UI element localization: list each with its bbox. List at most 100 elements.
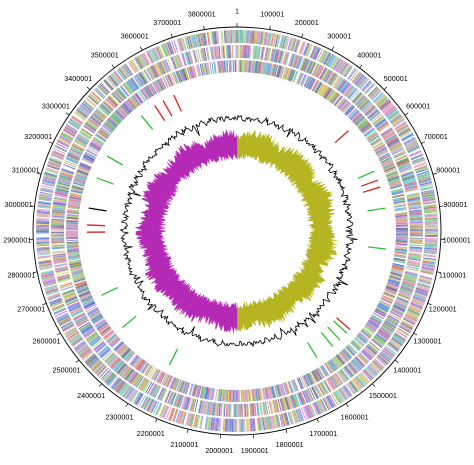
label-1600001: 1600001 <box>341 412 369 421</box>
position-ticks <box>29 23 445 439</box>
cog-strip-set-2-10 <box>65 60 408 402</box>
rna-feature-14 <box>307 342 318 359</box>
cog-strip-set-1-9 <box>51 45 423 416</box>
cog-strip-set-0-7 <box>36 30 438 433</box>
label-3800001: 3800001 <box>188 9 216 18</box>
tick-3200001 <box>48 141 53 144</box>
tick-1500001 <box>372 383 376 387</box>
tick-2800001 <box>33 271 38 273</box>
cog-strip-set-2-13 <box>66 59 407 402</box>
cog-strip-set-2-4 <box>65 59 409 402</box>
cog-strip-set-1-14 <box>50 45 423 416</box>
cog-strip-set-0-10 <box>36 30 438 432</box>
cog-strip-set-0-14 <box>37 30 437 432</box>
rna-feature-13 <box>320 332 334 347</box>
cog-strip-set-2-12 <box>67 60 407 402</box>
label-3300001: 3300001 <box>42 102 70 111</box>
label-1000001: 1000001 <box>443 235 471 244</box>
cog-strip-set-2-2 <box>65 60 409 403</box>
label-2700001: 2700001 <box>17 305 45 314</box>
cog-strip-set-0-3 <box>36 30 439 432</box>
gc-content-plot <box>119 114 358 347</box>
tick-3600001 <box>140 46 143 51</box>
rna-feature-19 <box>87 224 106 227</box>
label-3600001: 3600001 <box>121 32 149 41</box>
cog-strip-set-1-10 <box>52 45 424 418</box>
label-2100001: 2100001 <box>170 440 198 449</box>
label-600001: 600001 <box>406 102 430 111</box>
cog-strip-set-2-5 <box>65 59 408 402</box>
label-800001: 800001 <box>436 165 460 174</box>
cog-strip-set-2-0 <box>66 60 408 402</box>
label-1800001: 1800001 <box>276 440 304 449</box>
label-2400001: 2400001 <box>77 391 105 400</box>
rna-feature-1 <box>162 100 173 117</box>
tick-600001 <box>404 112 409 116</box>
tick-200001 <box>301 33 304 38</box>
cog-strip-set-2-14 <box>66 61 407 403</box>
cog-strip-set-1-3 <box>51 46 424 418</box>
rna-feature-3 <box>140 115 154 130</box>
tick-100001 <box>269 25 271 30</box>
cog-strip-set-1-1 <box>50 45 424 417</box>
backbone-circle <box>32 26 442 436</box>
label-500001: 500001 <box>384 74 408 83</box>
label-1300001: 1300001 <box>414 337 442 346</box>
cog-strip-set-2-3 <box>65 60 409 402</box>
label-2800001: 2800001 <box>7 271 35 280</box>
tick-3400001 <box>86 86 91 90</box>
tick-1800001 <box>285 428 288 434</box>
label-400001: 400001 <box>357 51 381 60</box>
rna-feature-11 <box>333 320 348 334</box>
cog-strip-set-0-5 <box>36 30 438 432</box>
label-1200001: 1200001 <box>429 305 457 314</box>
rna-feature-16 <box>121 315 137 329</box>
tick-3300001 <box>65 112 70 116</box>
rna-feature-track <box>86 94 386 366</box>
tick-2700001 <box>42 303 47 306</box>
label-3700001: 3700001 <box>153 18 181 27</box>
cog-strip-set-1-4 <box>50 45 424 417</box>
rna-feature-21 <box>96 177 114 185</box>
tick-3100001 <box>37 172 42 175</box>
rna-feature-12 <box>327 326 341 341</box>
label-200001: 200001 <box>295 18 319 27</box>
tick-2500001 <box>75 359 80 363</box>
cog-strip-set-0-0 <box>36 29 438 432</box>
tick-2400001 <box>98 383 102 387</box>
cog-strip-set-1-13 <box>50 44 424 417</box>
rna-feature-0 <box>154 105 166 121</box>
gc-skew-plot <box>134 129 338 334</box>
label-900001: 900001 <box>443 200 467 209</box>
cog-strip-set-1-6 <box>50 46 423 417</box>
tick-1700001 <box>316 418 319 423</box>
gc-content-line <box>119 114 358 347</box>
tick-2600001 <box>56 332 61 336</box>
label-2600001: 2600001 <box>33 337 61 346</box>
rna-feature-8 <box>367 207 386 212</box>
label-3100001: 3100001 <box>12 165 40 174</box>
tick-3500001 <box>111 64 115 69</box>
cog-strip-set-1-7 <box>51 44 423 414</box>
cog-strip-set-1-11 <box>51 45 423 417</box>
rna-feature-5 <box>360 179 379 187</box>
cog-gene-tracks <box>35 29 439 433</box>
label-2000001: 2000001 <box>205 446 233 455</box>
label-100001: 100001 <box>260 9 284 18</box>
rna-feature-15 <box>168 348 179 366</box>
rna-feature-7 <box>357 170 375 179</box>
rna-feature-10 <box>336 317 351 331</box>
label-2300001: 2300001 <box>105 412 133 421</box>
rna-feature-22 <box>106 155 124 166</box>
rna-feature-20 <box>88 207 107 212</box>
rna-feature-9 <box>367 246 386 250</box>
rna-feature-4 <box>334 130 349 144</box>
tick-1200001 <box>427 303 432 306</box>
label-1400001: 1400001 <box>393 366 421 375</box>
label-3000001: 3000001 <box>5 200 33 209</box>
label-1500001: 1500001 <box>369 391 397 400</box>
label-1900001: 1900001 <box>241 446 269 455</box>
cog-strip-set-0-1 <box>36 29 438 432</box>
cog-strip-set-1-0 <box>51 45 423 418</box>
